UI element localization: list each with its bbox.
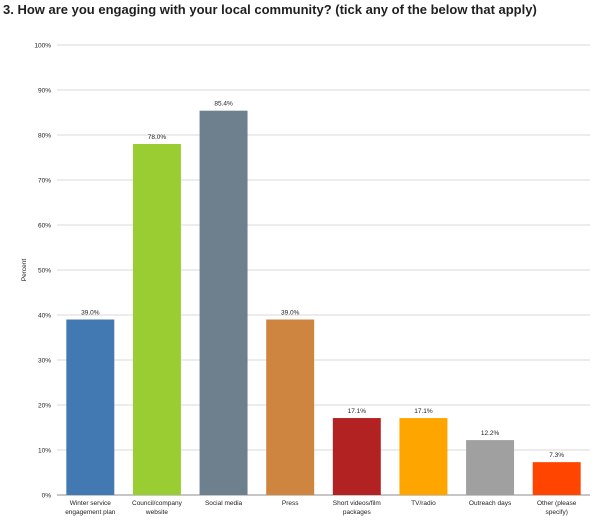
y-tick-label: 70%	[38, 177, 51, 184]
bar	[66, 319, 115, 495]
y-tick-label: 80%	[38, 132, 51, 139]
data-label: 7.3%	[549, 452, 564, 459]
bar	[132, 144, 181, 495]
data-label: 39.0%	[81, 310, 100, 317]
y-tick-label: 100%	[34, 42, 51, 49]
y-tick-label: 60%	[38, 222, 51, 229]
x-tick-label: Winter service	[70, 500, 112, 507]
x-tick-label: Other (please	[537, 500, 577, 507]
data-label: 85.4%	[214, 101, 233, 108]
data-label: 17.1%	[348, 408, 367, 415]
x-tick-label: website	[145, 509, 168, 516]
y-tick-label: 20%	[38, 402, 51, 409]
data-label: 39.0%	[281, 310, 300, 317]
x-tick-label: TV/radio	[411, 500, 436, 507]
bar	[399, 418, 448, 495]
y-axis-title: Percent	[21, 259, 28, 282]
x-tick-label: packages	[343, 509, 372, 516]
bar	[199, 110, 248, 495]
x-tick-label: Council/company	[132, 500, 183, 507]
x-tick-label: specify)	[545, 509, 567, 516]
chart-title: 3. How are you engaging with your local …	[3, 2, 537, 17]
y-tick-label: 90%	[38, 87, 51, 94]
x-tick-label: Social media	[205, 500, 243, 507]
y-tick-label: 40%	[38, 312, 51, 319]
x-tick-label: Short videos/film	[333, 500, 381, 507]
y-tick-label: 10%	[38, 447, 51, 454]
y-tick-label: 30%	[38, 357, 51, 364]
bar	[266, 319, 315, 495]
y-tick-label: 50%	[38, 267, 51, 274]
bar	[466, 440, 515, 495]
data-label: 78.0%	[148, 134, 167, 141]
bar	[332, 418, 381, 495]
x-tick-label: Outreach days	[469, 500, 512, 507]
bar	[532, 462, 581, 495]
x-tick-label: engagement plan	[65, 509, 116, 516]
x-tick-label: Press	[282, 500, 299, 507]
data-label: 17.1%	[414, 408, 433, 415]
data-label: 12.2%	[481, 430, 500, 437]
y-tick-label: 0%	[42, 492, 52, 499]
